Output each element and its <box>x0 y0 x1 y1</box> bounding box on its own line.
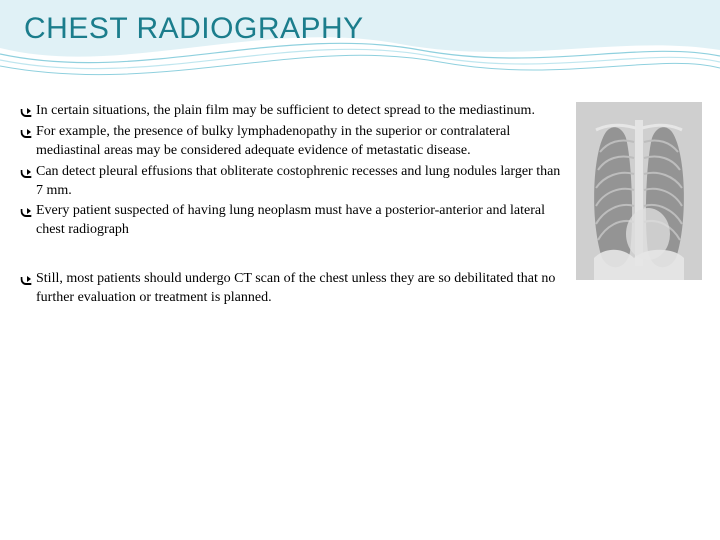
bullet-list-top: In certain situations, the plain film ma… <box>18 102 566 240</box>
chest-xray-image <box>576 102 702 280</box>
text-column: In certain situations, the plain film ma… <box>18 102 566 310</box>
list-item: Can detect pleural effusions that oblite… <box>18 163 566 201</box>
content-row: In certain situations, the plain film ma… <box>0 46 720 310</box>
list-item: Still, most patients should undergo CT s… <box>18 270 566 308</box>
paragraph-gap <box>18 242 566 270</box>
bullet-list-bottom: Still, most patients should undergo CT s… <box>18 270 566 308</box>
page-title: CHEST RADIOGRAPHY <box>0 0 720 46</box>
list-item: In certain situations, the plain film ma… <box>18 102 566 121</box>
list-item: Every patient suspected of having lung n… <box>18 202 566 240</box>
list-item: For example, the presence of bulky lymph… <box>18 123 566 161</box>
